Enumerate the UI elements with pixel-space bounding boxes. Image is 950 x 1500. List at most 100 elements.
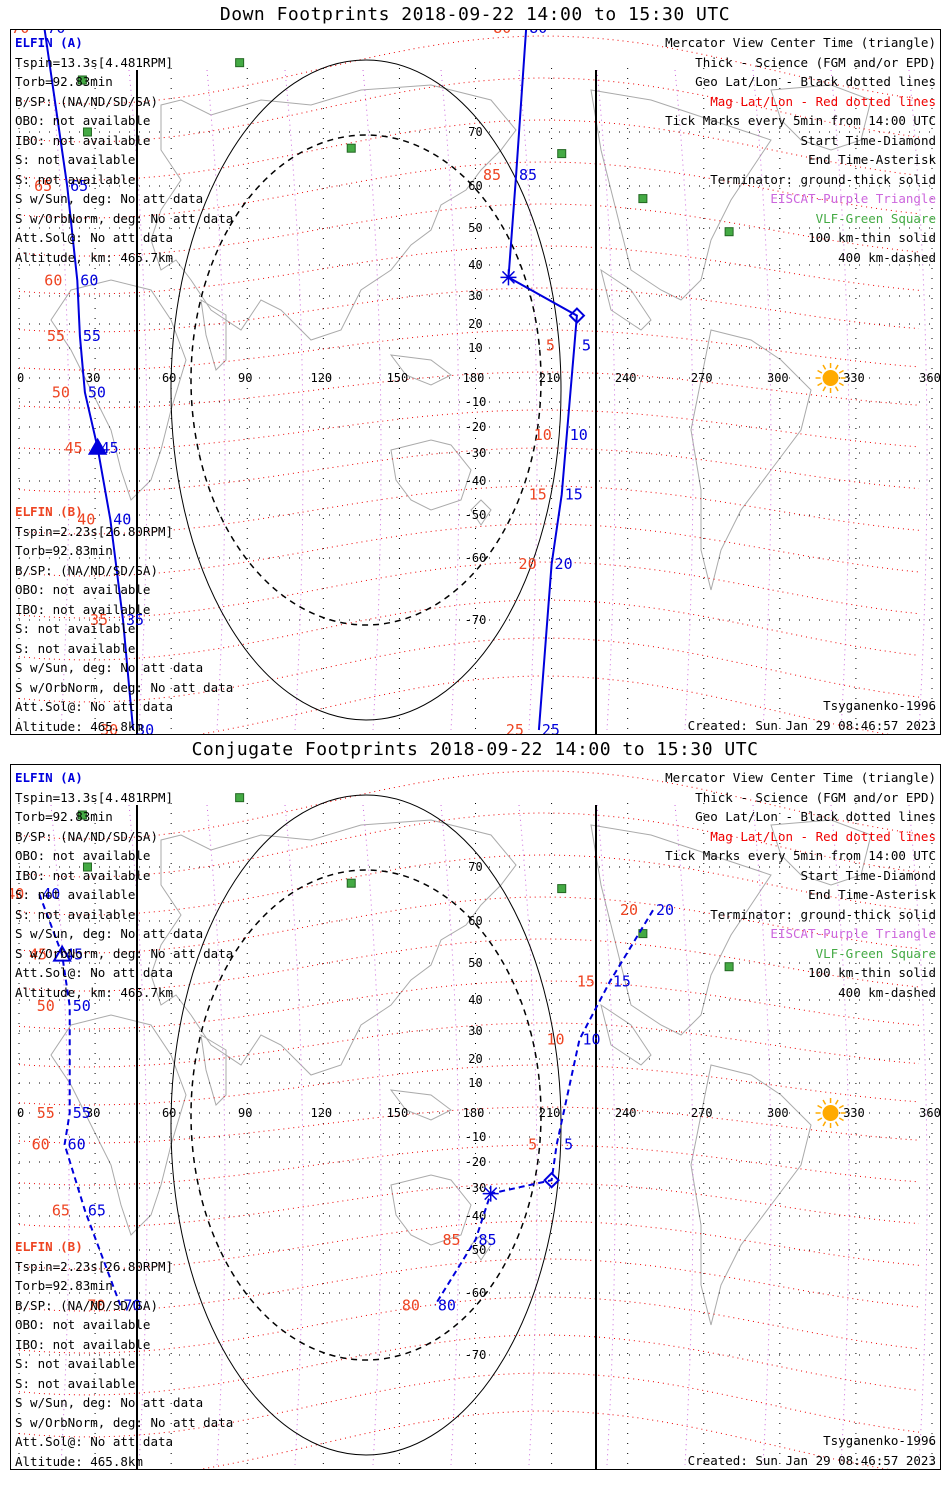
sun-position-marker [822,1105,839,1121]
vlf-station-marker [638,929,648,939]
elfin-a-torb: Torb=92.83min [15,74,113,89]
elfin-b-bsp: B/SP: (NA/ND/SD/SA) [15,562,158,578]
map-legend: Mercator View Center Time (triangle) Thi… [665,768,936,1002]
elfin-a-obo: OBO: not available [15,848,151,863]
elfin-b-label: ELFIN (B) [15,504,83,519]
vlf-station-marker [346,143,356,153]
elfin-b-tick-label-red: 45 [65,439,83,457]
elfin-b-tspin: Tspin=2.23s[26.80RPM] [15,1258,174,1274]
lon-tick-label: 60 [162,371,176,385]
elfin-a-s2: S: not available [15,171,136,187]
landmass-outline-4 [390,439,472,511]
elfin-b-s2: S: not available [15,640,136,656]
sun-ray [838,382,844,387]
mag-latitude-curve [18,770,920,840]
legend-100km: 100 km-thin solid [808,965,936,980]
lon-tick-label: 150 [387,371,409,385]
legend-center-time: Mercator View Center Time (triangle) [665,770,936,785]
sun-ray [822,1121,827,1127]
legend-start: Start Time-Diamond [800,132,936,148]
mag-latitude-curve [18,287,920,333]
vlf-station-marker [724,227,734,237]
landmass-outline-0 [150,84,517,341]
mag-latitude-curve [18,1334,920,1396]
mag-latitude-curve [18,637,920,703]
vlf-station-marker [557,149,567,159]
fov-100km-ellipse [170,794,562,1456]
elfin-b-track [38,893,122,1306]
vlf-station-marker [235,58,245,68]
map-legend: Mercator View Center Time (triangle) Thi… [665,33,936,267]
elfin-a-tick-label-red: 5 [528,1136,537,1154]
elfin-a-sun: S w/Sun, deg: No att data [15,926,204,941]
mag-meridian-curve [440,804,460,1466]
down-footprints-panel: 0 30 60 90 120 150 180 210 240 270 300 330 360 70 60 50… [10,29,941,735]
landmass-outline-9 [600,268,652,331]
lon-tick-label: 270 [691,371,713,385]
elfin-a-tick-label: 15 [613,973,631,991]
lon-tick-label: 60 [162,1106,176,1120]
elfin-a-orbnorm: S w/OrbNorm, deg: No att data [15,945,234,961]
lat-tick-label: 20 [468,317,482,331]
sun-ray [834,1121,839,1127]
lat-tick-label: 30 [468,289,482,303]
elfin-b-tick-label: 30 [136,721,154,735]
elfin-a-s1: S: not available [15,887,136,902]
lat-tick-label: -20 [465,420,487,434]
mag-latitude-curve [18,1182,920,1228]
elfin-b-s1: S: not available [15,1356,136,1371]
conjugate-footprints-panel: 0 30 60 90 120 150 180 210 240 270 300 330 360 70 60 50… [10,764,941,1470]
mag-meridian-curve [206,69,226,731]
elfin-b-tick-label-red: 50 [52,383,70,401]
fov-400km-ellipse [190,869,542,1361]
elfin-a-s1: S: not available [15,152,136,167]
landmass-outline-8 [770,819,872,886]
mag-latitude-curve [18,329,920,371]
elfin-a-tick-label-red: 15 [577,973,595,991]
legend-100km: 100 km-thin solid [808,230,936,245]
elfin-b-tick-label-red: 50 [37,997,55,1015]
landmass-outline-5 [470,499,492,526]
elfin-b-torb: Torb=92.83min [15,543,113,558]
sun-ray [838,1104,844,1109]
lat-tick-label: -20 [465,1155,487,1169]
elfin-a-orbnorm: S w/OrbNorm, deg: No att data [15,210,234,226]
mag-meridian-curve [908,69,928,731]
lon-tick-label: 30 [86,1106,100,1120]
lat-tick-label: -10 [465,1130,487,1144]
lat-tick-label: -40 [465,1209,487,1223]
down-footprints-map: 0 30 60 90 120 150 180 210 240 270 300 330 360 70 60 50… [11,30,940,735]
vlf-station-marker [235,793,245,803]
elfin-b-tspin: Tspin=2.23s[26.80RPM] [15,523,174,539]
landmass-outline-1 [50,279,187,501]
lon-tick-label: 120 [310,371,332,385]
lon-tick-label: 210 [539,371,561,385]
elfin-a-tick-label-red: 85 [483,166,501,184]
lon-tick-label: 240 [615,1106,637,1120]
legend-start: Start Time-Diamond [800,867,936,883]
elfin-b-tick-label-red: 40 [11,885,24,903]
legend-end: End Time-Asterisk [808,152,936,167]
elfin-b-orbnorm: S w/OrbNorm, deg: No att data [15,1414,234,1430]
legend-thick: Thick - Science (FGM and/or EPD) [695,54,936,70]
lon-tick-label: 180 [463,371,485,385]
legend-eiscat: EISCAT-Purple Triangle [770,926,936,941]
mag-latitude-curve [18,1106,920,1144]
lat-tick-label: 40 [468,258,482,272]
elfin-b-tick-label-red: 55 [37,1104,55,1122]
elfin-b-tick-label: 70 [123,1296,141,1314]
mag-latitude-curve [18,980,920,1030]
elfin-a-attsol: Att.Sol@: No att data [15,230,174,245]
elfin-a-label: ELFIN (A) [15,35,83,50]
lat-tick-label: -10 [465,395,487,409]
elfin-a-ibo: IBO: not available [15,132,151,148]
fov-400km-ellipse [190,134,542,626]
mag-latitude-curve [18,1258,920,1312]
lat-tick-label: 30 [468,1024,482,1038]
elfin-a-tick-label: 25 [542,721,560,735]
panel-title-conjugate: Conjugate Footprints 2018-09-22 14:00 to… [191,739,759,760]
lat-tick-label: -30 [465,446,487,460]
legend-mag: Mag Lat/Lon - Red dotted lines [710,828,936,844]
elfin-b-tick-label-red: 60 [44,272,62,290]
vlf-station-marker [557,884,567,894]
